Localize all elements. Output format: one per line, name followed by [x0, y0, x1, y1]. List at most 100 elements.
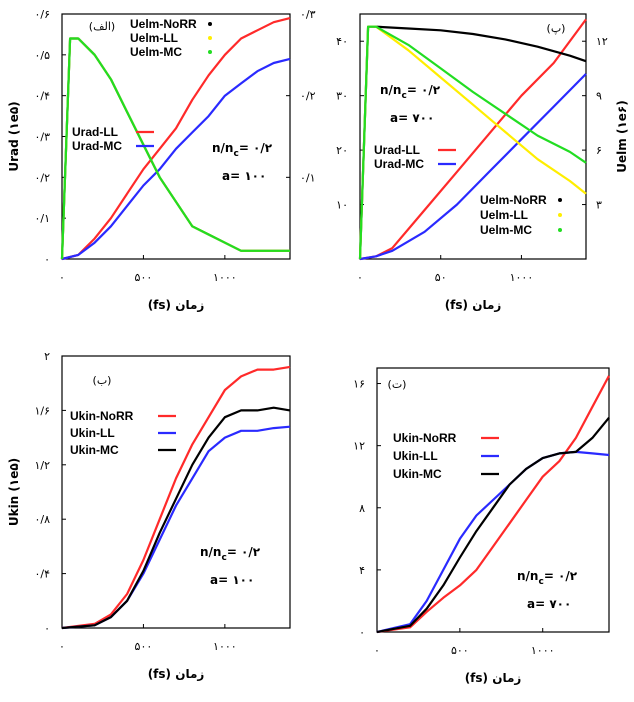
- legend-label: Uelm-NoRR: [130, 17, 197, 31]
- x-tick-label: ۵۰۰: [135, 640, 153, 653]
- annotation-n: n/n: [380, 83, 401, 97]
- y2-tick-label: ۰/۳: [300, 8, 316, 21]
- y-tick-label: ۰/۲: [34, 171, 50, 184]
- panel-tag: (ت): [388, 378, 407, 391]
- legend-label: Ukin-NoRR: [70, 409, 134, 423]
- annotation-density: n/nc= ۰/۲: [517, 569, 578, 587]
- y-tick-label: ۰/۱: [34, 212, 50, 225]
- x-axis-label: زمان (fs): [148, 298, 205, 312]
- legend-label: Urad-MC: [374, 157, 424, 171]
- series-line-uelm-mc: [358, 25, 587, 260]
- panel-c: ۰ ۵۰۰ ۱۰۰۰ زمان (fs) ۰ ۰/۴ ۰/۸ ۱/۲ ۱/۶ ۲ Ukin (۱e۵…: [7, 350, 291, 681]
- x-axis-label: زمان (fs): [465, 671, 522, 685]
- legend-label: Ukin-MC: [393, 467, 442, 481]
- annotation-n: n/n: [200, 545, 221, 559]
- y-axis-label: Urad (۱e۵): [7, 101, 21, 171]
- legend-marker: [208, 22, 212, 26]
- panel-a: ۰ ۵۰۰ ۱۰۰۰ زمان (fs) ۰ ۰/۱ ۰/۲ ۰/۳ ۰/۴ ۰/۵ ۰/۶ ۰/۱ ۰…: [7, 8, 316, 312]
- annotation-density: n/nc= ۰/۲: [212, 141, 273, 159]
- x-tick-label: ۱۰۰۰: [531, 644, 555, 657]
- legend-marker: [558, 213, 562, 217]
- panel-tag: (پ): [547, 22, 566, 35]
- annotation-n: n/n: [517, 569, 538, 583]
- series-line-ukin-norr: [61, 365, 291, 630]
- y2-tick-label: ۰/۱: [300, 171, 316, 184]
- y-tick-label: ۲۰: [336, 144, 348, 157]
- legend-marker: [208, 36, 212, 40]
- y-tick-label: ۰: [44, 253, 50, 266]
- series-line-urad-mc: [359, 73, 587, 261]
- annotation-amplitude: a= ۷۰۰: [390, 111, 434, 125]
- plot-frame: [359, 13, 587, 260]
- legend-label: Ukin-NoRR: [393, 431, 457, 445]
- y-tick-label: ۱/۶: [34, 404, 50, 417]
- x-tick-label: ۰: [374, 644, 380, 657]
- legend-marker: [208, 50, 212, 54]
- annotation-sub: c: [538, 577, 543, 587]
- x-tick-label: ۱۰۰۰: [510, 271, 534, 284]
- y-tick-label: ۰: [359, 626, 365, 639]
- legend-label: Uelm-NoRR: [480, 193, 547, 207]
- x-tick-label: ۵۰۰: [135, 271, 153, 284]
- x-tick-label: ۰: [357, 271, 363, 284]
- y-tick-label: ۰: [44, 622, 50, 635]
- series-line-urad-ll: [359, 18, 587, 261]
- series-line-urad-mc: [61, 57, 291, 261]
- y2-tick-label: ۹: [596, 90, 602, 103]
- y2-tick-label: ۱۲: [596, 35, 608, 48]
- legend-marker: [558, 228, 562, 232]
- legend-marker: [558, 198, 562, 202]
- annotation-sub: c: [233, 149, 238, 159]
- y-tick-label: ۰/۶: [34, 8, 50, 21]
- x-axis-label: زمان (fs): [148, 667, 205, 681]
- legend-label: Uelm-LL: [480, 208, 528, 222]
- legend-label: Ukin-MC: [70, 443, 119, 457]
- annotation-amplitude: a= ۱۰۰: [210, 573, 254, 587]
- legend-label: Urad-LL: [374, 143, 420, 157]
- x-tick-label: ۵۰: [435, 271, 447, 284]
- series-line-ukin-norr: [376, 375, 610, 634]
- legend-label: Uelm-MC: [130, 45, 182, 59]
- y-tick-label: ۰/۴: [34, 90, 50, 103]
- x-tick-label: ۰: [59, 640, 65, 653]
- y-tick-label: ۴: [359, 564, 365, 577]
- y2-axis-label: Uelm (۱e۶): [615, 100, 629, 172]
- x-axis-label: زمان (fs): [445, 298, 502, 312]
- series-line-ukin-mc: [61, 406, 291, 630]
- y-tick-label: ۱۰: [336, 199, 348, 212]
- y2-tick-label: ۳: [596, 199, 602, 212]
- annotation-value: = ۰/۲: [407, 83, 441, 97]
- annotation-amplitude: a= ۷۰۰: [527, 597, 571, 611]
- panel-d: ۰ ۵۰۰ ۱۰۰۰ زمان (fs) ۰ ۴ ۸ ۱۲ ۱۶ (ت) Ukin-NoRR Ukin…: [353, 367, 610, 685]
- legend-label: Uelm-LL: [130, 31, 178, 45]
- series-line-urad-ll: [61, 17, 291, 261]
- y-tick-label: ۴۰: [336, 35, 348, 48]
- y2-tick-label: ۰/۲: [300, 90, 316, 103]
- annotation-amplitude: a= ۱۰۰: [222, 169, 266, 183]
- legend-label: Urad-MC: [72, 139, 122, 153]
- y-tick-label: ۱/۲: [34, 459, 50, 472]
- annotation-density: n/nc= ۰/۲: [200, 545, 261, 563]
- annotation-value: = ۰/۲: [239, 141, 273, 155]
- plot-frame: [376, 367, 610, 633]
- y-tick-label: ۳۰: [336, 90, 348, 103]
- x-tick-label: ۱۰۰۰: [213, 271, 237, 284]
- annotation-density: n/nc= ۰/۲: [380, 83, 441, 101]
- y-tick-label: ۲: [44, 350, 50, 363]
- annotation-value: = ۰/۲: [544, 569, 578, 583]
- y-tick-label: ۱۶: [353, 378, 365, 391]
- x-tick-label: ۵۰۰: [451, 644, 469, 657]
- panel-b: ۰ ۵۰ ۱۰۰۰ زمان (fs) ۱۰ ۲۰ ۳۰ ۴۰ ۳ ۶ ۹ ۱۲ Uelm (۱e۶) (…: [336, 13, 629, 312]
- legend-label: Uelm-MC: [480, 223, 532, 237]
- y-tick-label: ۸: [359, 502, 365, 515]
- x-tick-label: ۰: [59, 271, 65, 284]
- legend-label: Ukin-LL: [70, 426, 115, 440]
- y-tick-label: ۰/۸: [34, 513, 50, 526]
- y-tick-label: ۰/۵: [34, 49, 50, 62]
- annotation-sub: c: [221, 553, 226, 563]
- annotation-n: n/n: [212, 141, 233, 155]
- panel-tag: (ب): [93, 374, 112, 387]
- x-tick-label: ۱۰۰۰: [213, 640, 237, 653]
- annotation-sub: c: [401, 91, 406, 101]
